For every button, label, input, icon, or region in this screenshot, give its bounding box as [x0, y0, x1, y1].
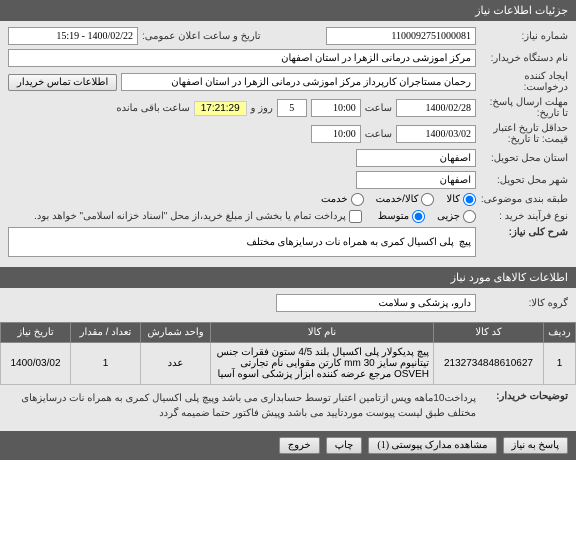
input-general-desc[interactable] [8, 227, 476, 257]
label-validity: حداقل تاریخ اعتبار قیمت: تا تاریخ: [480, 123, 568, 145]
label-creator: ایجاد کننده درخواست: [480, 71, 568, 93]
th-qty: تعداد / مقدار [71, 323, 141, 343]
label-province: استان محل تحویل: [480, 153, 568, 164]
cell-row: 1 [544, 343, 576, 385]
input-deadline-date[interactable] [396, 99, 476, 117]
cell-code: 2132734848610627 [434, 343, 544, 385]
section-need-details: جزئیات اطلاعات نیاز [0, 0, 576, 21]
input-need-number[interactable] [326, 27, 476, 45]
radios-size: جزیی متوسط [378, 210, 476, 223]
input-public-announce[interactable] [8, 27, 138, 45]
label-purchase-process: نوع فرآیند خرید : [480, 211, 568, 222]
label-buyer-notes: توضیحات خریدار: [480, 391, 568, 402]
label-goods-group: گروه کالا: [480, 298, 568, 309]
label-budget-row: طبقه بندی موضوعی: [480, 194, 568, 205]
input-province[interactable] [356, 149, 476, 167]
items-table: ردیف کد کالا نام کالا واحد شمارش تعداد /… [0, 322, 576, 385]
checkbox-payment[interactable]: پرداخت تمام یا بخشی از مبلغ خرید،از محل … [34, 210, 362, 223]
label-public-announce: تاریخ و ساعت اعلان عمومی: [142, 31, 261, 42]
table-header-row: ردیف کد کالا نام کالا واحد شمارش تعداد /… [1, 323, 576, 343]
cell-qty: 1 [71, 343, 141, 385]
print-button[interactable]: چاپ [326, 437, 363, 454]
input-city[interactable] [356, 171, 476, 189]
exit-button[interactable]: خروج [279, 437, 320, 454]
radios-type: کالا کالا/خدمت خدمت [321, 193, 476, 206]
cell-name: پیچ پدیکولار پلی اکسیال بلند 4/5 ستون فق… [211, 343, 434, 385]
reply-button[interactable]: پاسخ به نیاز [503, 437, 569, 454]
label-remaining: ساعت باقی مانده [116, 103, 189, 114]
label-hour-1: ساعت [365, 103, 392, 114]
radio-small[interactable]: جزیی [437, 210, 476, 223]
label-buyer-org: نام دستگاه خریدار: [480, 53, 568, 64]
input-buyer-org[interactable] [8, 49, 476, 67]
countdown-timer: 17:21:29 [194, 101, 247, 116]
cell-date: 1400/03/02 [1, 343, 71, 385]
radio-goods[interactable]: کالا [446, 193, 476, 206]
th-name: نام کالا [211, 323, 434, 343]
buyer-notes-text: پرداخت10ماهه وپس ازتامین اعتبار توسط حسا… [8, 391, 476, 421]
input-goods-group[interactable] [276, 294, 476, 312]
input-days-remaining [277, 99, 307, 117]
form-needed-items: گروه کالا: [0, 288, 576, 322]
label-response-deadline: مهلت ارسال پاسخ: تا تاریخ: [480, 97, 568, 119]
input-validity-date[interactable] [396, 125, 476, 143]
input-deadline-hour[interactable] [311, 99, 361, 117]
label-city: شهر محل تحویل: [480, 175, 568, 186]
th-code: کد کالا [434, 323, 544, 343]
label-need-number: شماره نیاز: [480, 31, 568, 42]
buyer-notes-area: توضیحات خریدار: پرداخت10ماهه وپس ازتامین… [0, 385, 576, 431]
radio-service[interactable]: خدمت [321, 193, 364, 206]
th-date: تاریخ نیاز [1, 323, 71, 343]
attachments-button[interactable]: مشاهده مدارک پیوستی (1) [368, 437, 496, 454]
input-validity-hour[interactable] [311, 125, 361, 143]
radio-medium[interactable]: متوسط [378, 210, 425, 223]
th-unit: واحد شمارش [141, 323, 211, 343]
buyer-contact-button[interactable]: اطلاعات تماس خریدار [8, 74, 117, 91]
footer-bar: پاسخ به نیاز مشاهده مدارک پیوستی (1) چاپ… [0, 431, 576, 460]
cell-unit: عدد [141, 343, 211, 385]
th-row: ردیف [544, 323, 576, 343]
label-days: روز و [251, 103, 273, 114]
label-general-desc: شرح کلی نیاز: [480, 227, 568, 238]
radio-goods-service[interactable]: کالا/خدمت [376, 193, 435, 206]
label-hour-2: ساعت [365, 129, 392, 140]
table-row[interactable]: 1 2132734848610627 پیچ پدیکولار پلی اکسی… [1, 343, 576, 385]
input-creator[interactable] [121, 73, 476, 91]
form-need-details: شماره نیاز: تاریخ و ساعت اعلان عمومی: نا… [0, 21, 576, 267]
section-needed-items: اطلاعات کالاهای مورد نیاز [0, 267, 576, 288]
